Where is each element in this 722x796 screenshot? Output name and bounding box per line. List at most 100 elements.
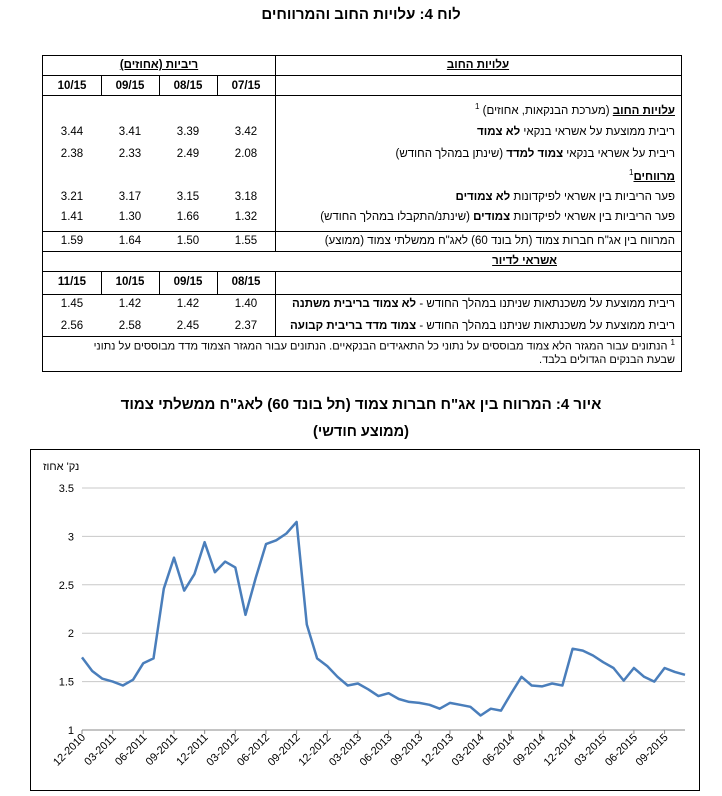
x-tick-label: 12-2014	[542, 732, 579, 769]
month-header: 11/15	[57, 276, 87, 288]
row-text: פער הריביות בין אשראי לפיקדונות	[513, 211, 675, 223]
value-cell: 2.49	[176, 148, 200, 160]
month-header: 07/15	[231, 80, 261, 92]
row-bold: צמוד מדד בריבית קבועה	[289, 320, 417, 332]
spreads-heading-label: מרווחים	[633, 170, 676, 183]
month-header: 10/15	[57, 80, 87, 92]
value-cell: 3.17	[118, 191, 142, 203]
value-cell: 1.30	[118, 211, 142, 223]
value-cell: 1.50	[176, 235, 200, 247]
table-footnote-line1: 1 הנתונים עבור המגזר הלא צמוד מבוססים על…	[94, 338, 675, 353]
value-cell: 2.45	[176, 320, 200, 332]
row-suffix: (שינתן במהלך החודש)	[395, 148, 504, 160]
value-cell: 1.32	[234, 211, 258, 223]
value-cell: 2.08	[234, 148, 258, 160]
row-text: ריבית ממוצעת על משכנתאות שניתנו במהלך הח…	[419, 298, 675, 310]
footnote-text: הנתונים עבור המגזר הלא צמוד מבוססים על נ…	[93, 340, 668, 353]
x-tick-label: 03-2015	[572, 732, 609, 769]
series-line	[80, 520, 686, 717]
row-bold: לא צמוד בריבית משתנה	[292, 298, 417, 310]
x-tick-label: 12-2010	[51, 732, 88, 769]
x-tick-label: 06-2015	[603, 732, 640, 769]
table-rule	[43, 336, 681, 337]
x-tick-label: 06-2013	[358, 732, 395, 769]
row-bond-spread-label: המרווח בין אג"ח חברות צמוד (תל בונד 60) …	[324, 235, 675, 247]
row-unindexed-credit-label: ריבית ממוצעת על אשראי בנקאי לא צמוד	[477, 126, 675, 138]
y-axis-label: נק' אחוז	[43, 461, 79, 473]
table-rule	[43, 251, 681, 252]
y-tick-label: 3.5	[59, 483, 74, 495]
y-tick-label: 3	[68, 531, 74, 543]
month-header: 10/15	[115, 276, 145, 288]
y-tick-label: 1	[68, 725, 74, 737]
row-unindexed-spread-label: פער הריביות בין אשראי לפיקדונות לא צמודי…	[456, 191, 675, 203]
value-cell: 2.37	[234, 320, 258, 332]
value-cell: 1.42	[176, 298, 200, 310]
table-title: לוח 4: עלויות החוב והמרווחים	[261, 6, 461, 23]
value-cell: 1.66	[176, 211, 200, 223]
x-tick-label: 03-2012	[204, 732, 241, 769]
month-header: 09/15	[115, 80, 145, 92]
value-cell: 1.45	[60, 298, 84, 310]
y-tick-label: 2.5	[59, 580, 74, 592]
row-mortgage-fixed-label: ריבית ממוצעת על משכנתאות שניתנו במהלך הח…	[290, 320, 675, 332]
table-rule	[43, 294, 681, 295]
value-cell: 2.58	[118, 320, 142, 332]
table-rule	[43, 271, 681, 272]
row-text: ריבית ממוצעת על משכנתאות שניתנו במהלך הח…	[419, 320, 675, 332]
row-text: ריבית על אשראי בנקאי	[566, 148, 675, 160]
debt-cost-table: ריביות (אחוזים) עלויות החוב 07/15 08/15 …	[42, 55, 682, 372]
value-cell: 1.59	[60, 235, 84, 247]
x-tick-label: 06-2011	[113, 732, 149, 768]
chart-subtitle: (ממוצע חודשי)	[313, 424, 409, 440]
row-text: פער הריביות בין אשראי לפיקדונות	[513, 191, 675, 203]
table-rule	[101, 271, 102, 294]
value-cell: 3.42	[234, 126, 258, 138]
debt-cost-group-header: עלויות החוב	[446, 59, 510, 71]
table-rule	[101, 75, 102, 95]
debt-cost-heading: עלויות החוב (מערכת הבנקאות, אחוזים) 1	[475, 102, 675, 117]
table-rule	[43, 95, 681, 96]
x-tick-label: 09-2013	[388, 732, 425, 769]
table-rule	[43, 75, 681, 76]
housing-heading: אשראי לדיור	[492, 255, 557, 267]
chart-title: איור 4: המרווח בין אג"ח חברות צמוד (תל ב…	[120, 396, 602, 413]
row-bold: צמודים	[473, 211, 511, 223]
x-tick-label: 03-2014	[450, 732, 487, 769]
row-indexed-spread-label: פער הריביות בין אשראי לפיקדונות צמודים (…	[320, 211, 675, 223]
value-cell: 1.40	[234, 298, 258, 310]
row-suffix: (שינתנ/התקבלו במהלך החודש)	[320, 211, 470, 223]
footnote-mark: 1	[475, 102, 480, 111]
row-text: ריבית ממוצעת על אשראי בנקאי	[523, 126, 675, 138]
y-tick-label: 1.5	[59, 677, 74, 689]
table-footnote-line2: שבעת הבנקים הגדולים בלבד.	[539, 354, 675, 366]
month-header: 08/15	[173, 80, 203, 92]
table-rule	[275, 56, 276, 251]
value-cell: 1.42	[118, 298, 142, 310]
value-cell: 2.56	[60, 320, 84, 332]
x-tick-label: 12-2011	[174, 732, 210, 768]
value-cell: 1.64	[118, 235, 142, 247]
row-indexed-credit-label: ריבית על אשראי בנקאי צמוד למדד (שינתן במ…	[396, 148, 675, 160]
table-rule	[159, 271, 160, 294]
x-tick-label: 03-2013	[327, 732, 364, 769]
value-cell: 1.55	[234, 235, 258, 247]
x-tick-label: 09-2015	[634, 732, 671, 769]
x-tick-label: 09-2012	[266, 732, 303, 769]
month-header: 08/15	[231, 276, 261, 288]
debt-cost-heading-note: (מערכת הבנקאות, אחוזים)	[482, 104, 610, 117]
y-tick-label: 2	[68, 628, 74, 640]
footnote-mark: 1	[629, 168, 634, 177]
table-rule	[43, 231, 681, 232]
x-tick-label: 06-2012	[235, 732, 272, 769]
debt-cost-heading-label: עלויות החוב	[612, 104, 675, 117]
row-bold: לא צמודים	[455, 191, 511, 203]
table-rule	[159, 75, 160, 95]
value-cell: 2.38	[60, 148, 84, 160]
x-tick-label: 12-2013	[419, 732, 456, 769]
table-rule	[275, 271, 276, 336]
row-bold: לא צמוד	[477, 126, 521, 138]
x-tick-label: 03-2011	[82, 732, 118, 768]
x-tick-label: 09-2014	[511, 732, 548, 769]
value-cell: 3.41	[118, 126, 142, 138]
